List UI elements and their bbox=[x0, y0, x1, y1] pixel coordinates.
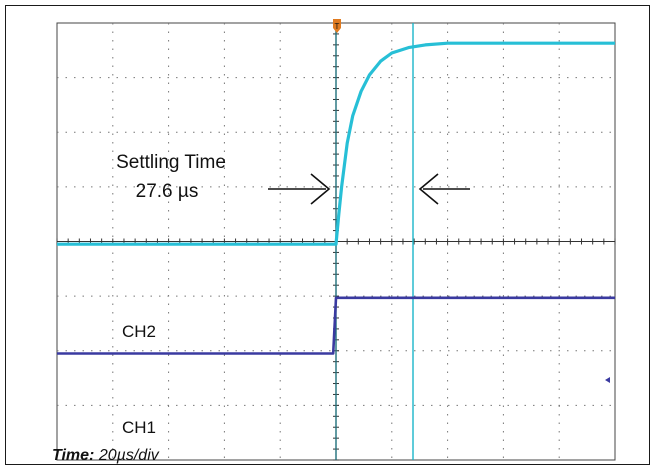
channel-ref-arrow-icon bbox=[605, 377, 610, 383]
scope-frame: T Settling Time 27.6 µs CH2 CH1 Time: 20… bbox=[5, 5, 650, 465]
trigger-marker: T bbox=[333, 19, 341, 33]
right-arrow-icon bbox=[418, 173, 470, 205]
waveform-traces bbox=[57, 41, 615, 355]
ch1-trace bbox=[57, 296, 615, 355]
trigger-marker-letter: T bbox=[335, 22, 340, 31]
left-arrow-icon bbox=[268, 173, 331, 205]
oscilloscope-screen: T Settling Time 27.6 µs CH2 CH1 bbox=[56, 19, 616, 461]
ch2-label: CH2 bbox=[122, 322, 156, 341]
annotation-line1: Settling Time bbox=[116, 152, 226, 173]
ch1-label: CH1 bbox=[122, 418, 156, 437]
timebase-readout: Time: 20µs/div bbox=[52, 447, 159, 465]
timebase-label: Time: bbox=[52, 447, 95, 464]
ch2-trace bbox=[57, 41, 615, 246]
timebase-value: 20µs/div bbox=[98, 447, 159, 464]
annotation-line2: 27.6 µs bbox=[136, 181, 199, 202]
